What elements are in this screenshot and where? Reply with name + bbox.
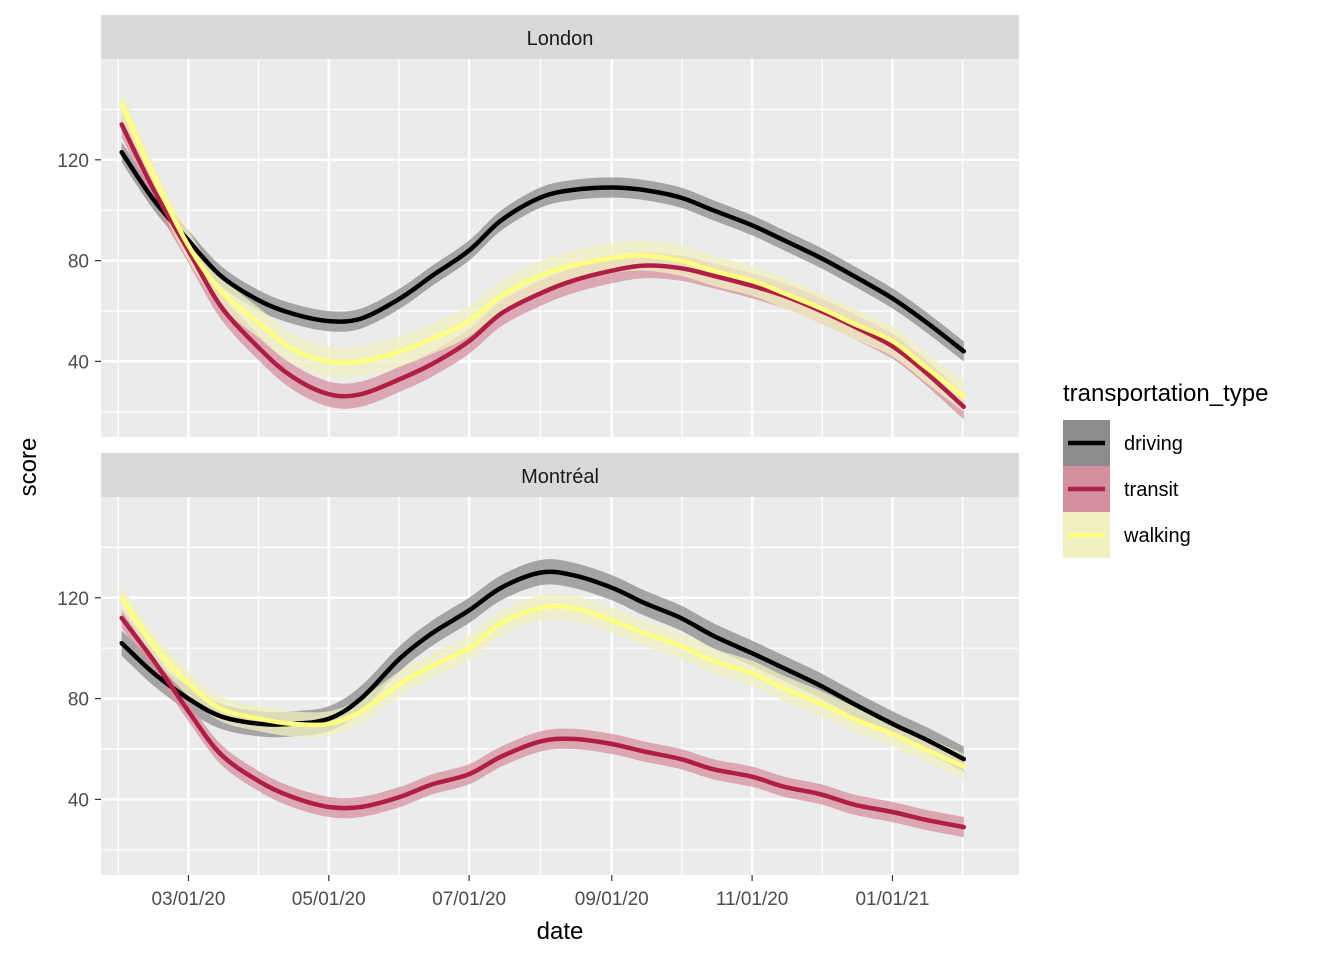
x-tick-label: 01/01/21 [855,889,929,910]
x-axis: 03/01/20 05/01/20 07/01/20 09/01/20 11/01/20… [151,875,929,910]
series-line-walking [119,595,967,769]
y-axis-title: score [15,438,42,497]
x-tick-label: 05/01/20 [292,889,366,910]
panel-strip-label: Montréal [521,466,599,488]
series-line-transit [119,122,967,410]
y-tick-label: 80 [68,252,89,273]
y-tick-label: 40 [68,352,89,373]
legend-keys: driving transit walking [1063,420,1191,558]
panel-series [119,89,967,420]
panel-strip-label: London [527,28,594,50]
series-line-walking [119,102,967,399]
panel-strip [101,15,1019,59]
x-tick-label: 09/01/20 [575,889,649,910]
x-tick-label: 11/01/20 [716,889,789,910]
legend-item-driving: driving [1063,420,1183,466]
x-tick-label: 07/01/20 [432,889,506,910]
confidence-band-walking [121,585,964,780]
panel-0: London 40 80 120 [57,15,1019,437]
legend-label: transit [1124,479,1179,501]
y-tick-label: 40 [68,790,89,811]
y-tick-label: 120 [57,151,89,172]
panel-series [119,559,967,838]
x-axis-title: date [537,918,584,945]
confidence-band-transit [121,607,964,838]
legend: transportation_type driving transit walkin… [1063,380,1268,558]
legend-item-transit: transit [1063,466,1179,512]
panel-background [101,59,1019,437]
legend-item-walking: walking [1063,512,1191,558]
panel-strip [101,453,1019,497]
y-tick-label: 80 [68,690,89,711]
legend-title: transportation_type [1063,380,1268,407]
series-line-driving [119,569,967,762]
panel-1: Montréal 40 80 120 [57,453,1019,875]
legend-label: driving [1124,433,1183,455]
confidence-band-driving [121,142,964,362]
legend-label: walking [1123,525,1191,547]
series-line-driving [119,149,967,354]
y-tick-label: 120 [57,589,89,610]
x-tick-label: 03/01/20 [151,889,225,910]
series-line-transit [119,615,967,830]
panels-group: London 40 80 120 Montréal 40 80 120 [57,15,1019,875]
